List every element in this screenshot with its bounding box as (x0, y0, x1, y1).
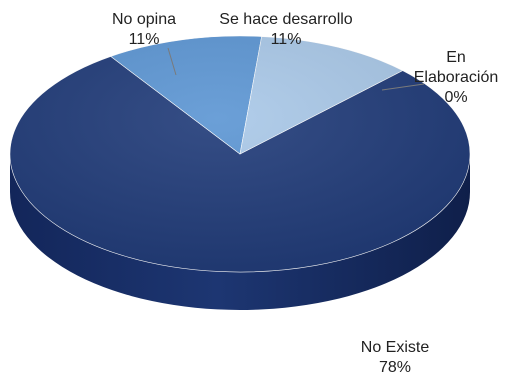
pie-label-no-opina-0: No opina (112, 11, 176, 28)
pie-top-shading (10, 36, 470, 272)
pie-slices (9, 35, 471, 273)
pie-leaders (167, 47, 425, 91)
pie-side-rim (10, 154, 470, 310)
pie-label-se-hace-desarrollo-0: Se hace desarrollo (219, 11, 353, 28)
pie-label-no-opina-1: 11% (129, 31, 160, 48)
pie-label-se-hace-desarrollo-1: 11% (271, 31, 302, 48)
pie-leader-line-0 (381, 83, 425, 91)
pie-label-no-existe-1: 78% (379, 359, 411, 375)
pie-label-no-existe-0: No Existe (361, 339, 430, 356)
pie-sides (10, 154, 470, 310)
pie-leader-line-1 (167, 47, 177, 76)
pie-label-en-elaboraci-n-0: En (446, 49, 466, 66)
pie-label-en-elaboraci-n-1: Elaboración (414, 69, 499, 86)
pie-label-en-elaboraci-n-2: 0% (444, 89, 467, 106)
pie-labels: No Existe 78% En Elaboración 0% Se hace desar… (112, 11, 498, 375)
